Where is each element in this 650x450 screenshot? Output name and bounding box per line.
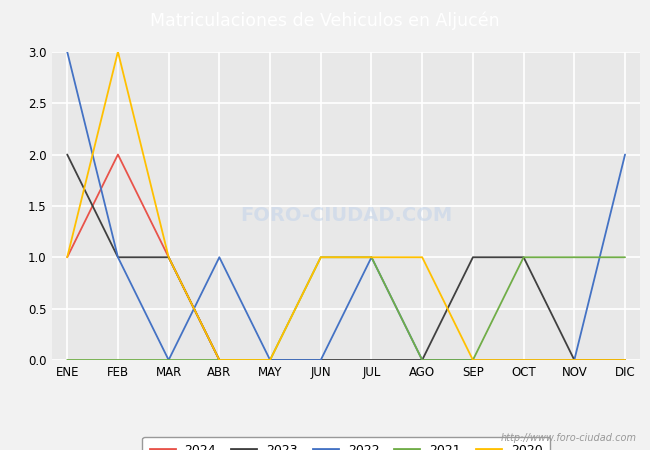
- Text: FORO-CIUDAD.COM: FORO-CIUDAD.COM: [240, 206, 452, 225]
- Text: Matriculaciones de Vehiculos en Aljucén: Matriculaciones de Vehiculos en Aljucén: [150, 11, 500, 30]
- Text: http://www.foro-ciudad.com: http://www.foro-ciudad.com: [501, 433, 637, 443]
- Legend: 2024, 2023, 2022, 2021, 2020: 2024, 2023, 2022, 2021, 2020: [142, 436, 551, 450]
